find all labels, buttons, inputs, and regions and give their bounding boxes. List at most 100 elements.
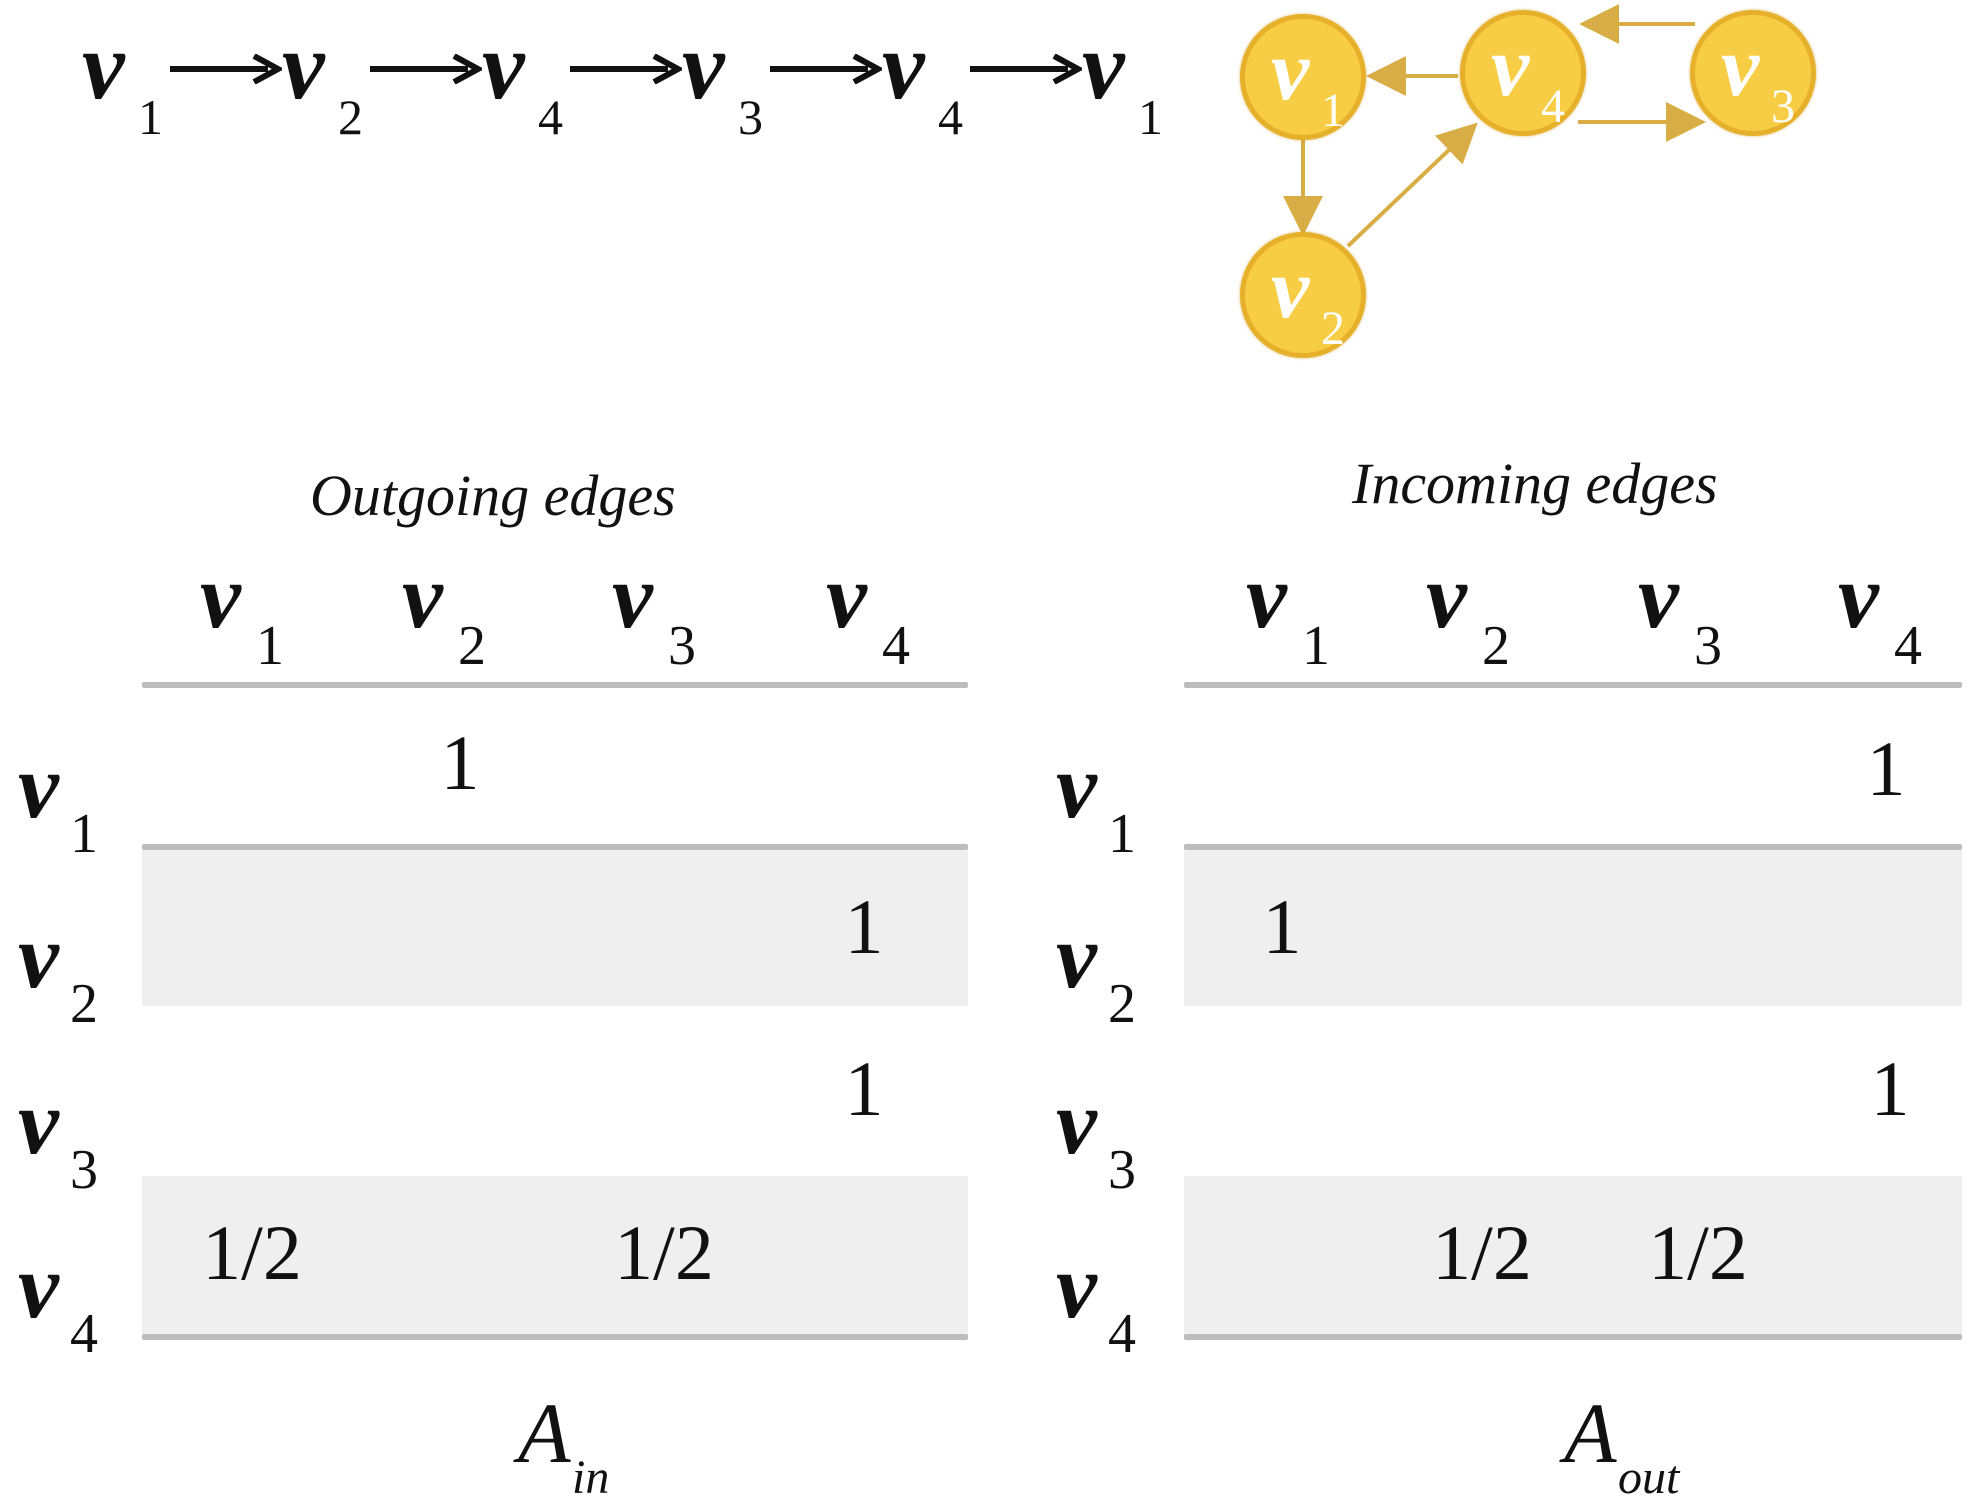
walk-arrow-icon xyxy=(770,54,882,84)
walk-arrow-icon xyxy=(570,54,682,84)
graph-node-sub: 1 xyxy=(1321,84,1345,137)
col-var: v xyxy=(826,545,867,647)
walk-node-var: v xyxy=(82,12,125,119)
walk-arrow-icon xyxy=(370,54,482,84)
graph-node-var: v xyxy=(1271,240,1310,336)
matrix-cell: 1 xyxy=(1870,1045,1910,1132)
row-band xyxy=(142,848,968,1006)
col-sub: 3 xyxy=(1694,615,1722,677)
walk-node-var: v xyxy=(1082,12,1125,119)
walk-node-sub: 1 xyxy=(138,89,163,145)
col-var: v xyxy=(1426,545,1467,647)
walk-node-sub: 2 xyxy=(338,89,363,145)
col-sub: 4 xyxy=(882,615,910,677)
row-sub: 1 xyxy=(1108,803,1136,865)
row-var: v xyxy=(1056,735,1097,837)
walk-node-sub: 4 xyxy=(938,89,963,145)
table-rule xyxy=(1184,844,1962,850)
row-var: v xyxy=(18,735,59,837)
table-title: Outgoing edges xyxy=(310,463,676,528)
row-sub: 2 xyxy=(1108,973,1136,1035)
caption-main: A xyxy=(518,1385,571,1481)
matrix-cell: 1/2 xyxy=(202,1209,302,1296)
row-band xyxy=(1184,1176,1962,1336)
matrix-cell: 1 xyxy=(440,719,480,806)
col-var: v xyxy=(612,545,653,647)
matrix-cell: 1/2 xyxy=(1648,1209,1748,1296)
walk-node-var: v xyxy=(482,12,525,119)
col-sub: 2 xyxy=(458,615,486,677)
edge-v2-v4 xyxy=(1346,122,1478,248)
row-sub: 4 xyxy=(1108,1303,1136,1365)
table-title: Incoming edges xyxy=(1352,451,1718,516)
graph-edges xyxy=(1283,4,1706,248)
graph-node-var: v xyxy=(1491,18,1530,114)
row-band xyxy=(142,1176,968,1336)
row-sub: 3 xyxy=(70,1139,98,1201)
graph-node-sub: 4 xyxy=(1541,80,1565,133)
table-rule xyxy=(142,844,968,850)
col-sub: 2 xyxy=(1482,615,1510,677)
walk-node-sub: 4 xyxy=(538,89,563,145)
table-rule xyxy=(142,682,968,688)
matrix-cell: 1 xyxy=(844,1045,884,1132)
row-var: v xyxy=(1056,1071,1097,1173)
row-sub: 3 xyxy=(1108,1139,1136,1201)
caption-sub: out xyxy=(1618,1451,1680,1504)
col-var: v xyxy=(1246,545,1287,647)
matrix-cell: 1/2 xyxy=(614,1209,714,1296)
matrix-cell: 1 xyxy=(1262,883,1302,970)
matrix-cell: 1 xyxy=(844,883,884,970)
col-var: v xyxy=(402,545,443,647)
row-sub: 1 xyxy=(70,803,98,865)
row-var: v xyxy=(18,1071,59,1173)
walk-arrow-icon xyxy=(170,54,282,84)
caption-main: A xyxy=(1564,1385,1617,1481)
col-sub: 3 xyxy=(668,615,696,677)
matrix-cell: 1/2 xyxy=(1432,1209,1532,1296)
col-sub: 1 xyxy=(256,615,284,677)
row-sub: 4 xyxy=(70,1303,98,1365)
col-var: v xyxy=(200,545,241,647)
col-var: v xyxy=(1838,545,1879,647)
col-sub: 1 xyxy=(1302,615,1330,677)
walk-node-var: v xyxy=(282,12,325,119)
walk-node-var: v xyxy=(882,12,925,119)
table-rule xyxy=(1184,682,1962,688)
row-var: v xyxy=(1056,905,1097,1007)
graph-node-var: v xyxy=(1271,22,1310,118)
walk-node-sub: 1 xyxy=(1138,89,1163,145)
col-var: v xyxy=(1638,545,1679,647)
table-rule xyxy=(142,1334,968,1340)
walk-node-sub: 3 xyxy=(738,89,763,145)
col-sub: 4 xyxy=(1894,615,1922,677)
caption-sub: in xyxy=(572,1451,610,1504)
